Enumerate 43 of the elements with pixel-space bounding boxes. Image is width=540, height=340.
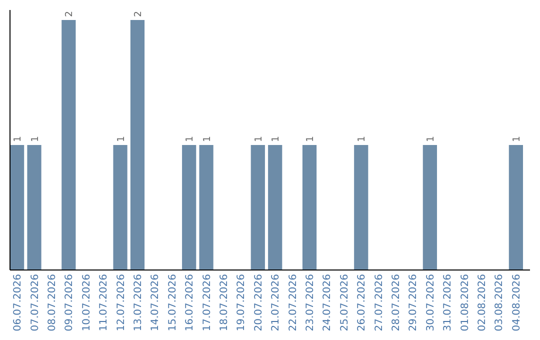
data-label: 1 <box>116 136 127 142</box>
x-tick-label: 14.07.2026 <box>150 274 162 332</box>
x-tick-label: 21.07.2026 <box>270 274 282 332</box>
x-tick-label: 10.07.2026 <box>81 274 92 332</box>
x-tick-label: 04.08.2026 <box>511 274 522 332</box>
x-tick-label: 15.07.2026 <box>167 274 178 332</box>
data-label: 1 <box>253 136 264 142</box>
data-label: 1 <box>305 136 316 142</box>
x-tick-label: 09.07.2026 <box>64 274 76 332</box>
x-tick-label: 24.07.2026 <box>322 274 334 332</box>
x-tick-label: 28.07.2026 <box>391 274 402 332</box>
x-tick-label: 30.07.2026 <box>425 274 436 332</box>
x-tick-label: 07.07.2026 <box>30 274 41 332</box>
x-tick-label: 19.07.2026 <box>236 274 248 332</box>
x-tick-label: 29.07.2026 <box>408 274 420 332</box>
x-tick-label: 20.07.2026 <box>253 274 264 332</box>
data-label: 2 <box>132 10 144 17</box>
x-tick-label: 18.07.2026 <box>218 274 230 332</box>
data-label: 1 <box>12 136 24 142</box>
x-tick-label: 01.08.2026 <box>460 274 471 332</box>
x-tick-label: 23.07.2026 <box>305 274 316 332</box>
x-tick-label: 26.07.2026 <box>356 274 368 332</box>
x-tick-label: 03.08.2026 <box>494 274 506 332</box>
data-label: 1 <box>425 136 436 142</box>
data-label: 1 <box>270 136 282 142</box>
x-tick-label: 08.07.2026 <box>46 274 58 332</box>
data-label: 1 <box>30 136 41 142</box>
x-tick-label: 22.07.2026 <box>288 274 299 332</box>
data-label: 2 <box>64 10 76 17</box>
x-tick-label: 06.07.2026 <box>12 274 24 332</box>
data-label: 1 <box>184 136 196 142</box>
x-tick-label: 13.07.2026 <box>132 274 144 332</box>
x-tick-label: 31.07.2026 <box>442 274 454 332</box>
x-tick-label: 17.07.2026 <box>202 274 213 332</box>
x-tick-label: 25.07.2026 <box>339 274 350 332</box>
x-tick-label: 11.07.2026 <box>98 274 110 332</box>
data-label: 1 <box>356 136 368 142</box>
data-label: 1 <box>511 136 522 142</box>
x-tick-label: 27.07.2026 <box>374 274 385 332</box>
data-label: 1 <box>202 136 213 142</box>
x-tick-label: 16.07.2026 <box>184 274 196 332</box>
x-tick-label: 12.07.2026 <box>116 274 127 332</box>
x-tick-label: 02.08.2026 <box>477 274 488 332</box>
